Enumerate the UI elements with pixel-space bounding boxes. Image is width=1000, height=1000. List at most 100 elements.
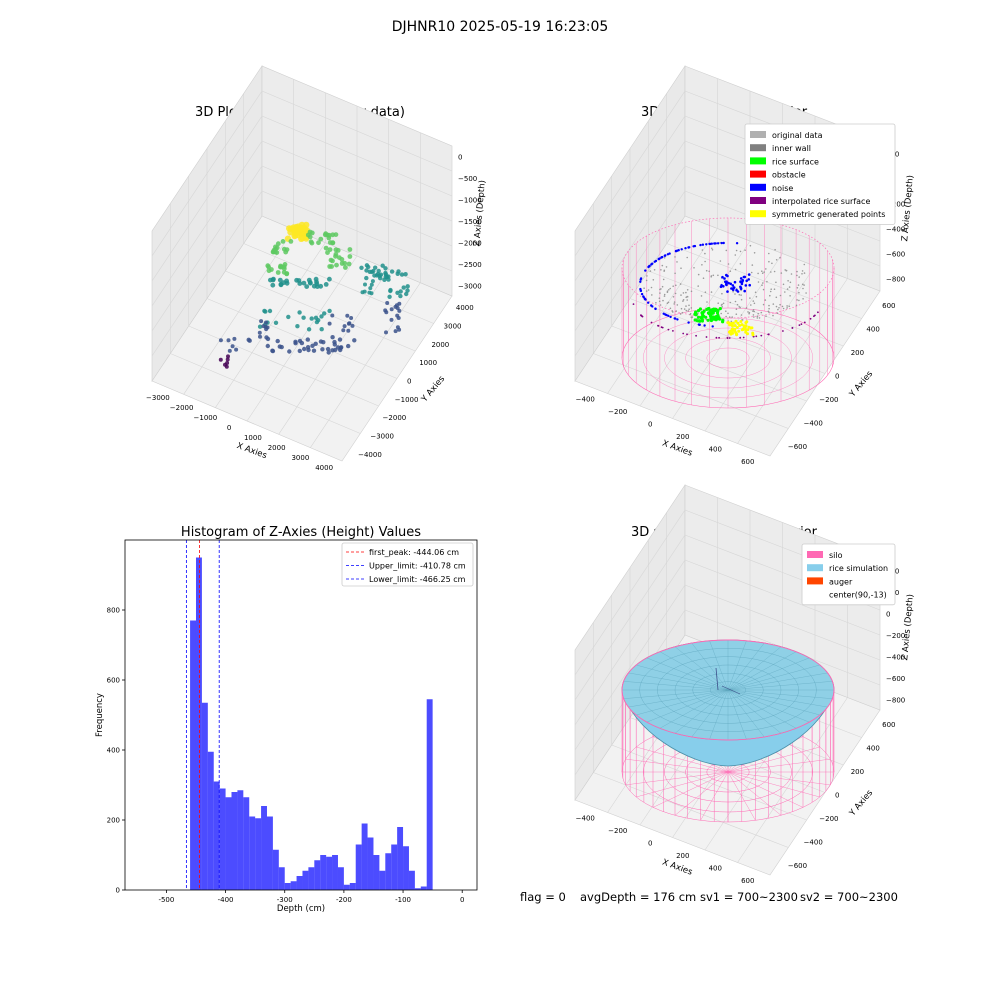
x-tick-label: 4000 — [315, 464, 333, 472]
histogram-bar — [367, 837, 374, 890]
data-point — [393, 304, 398, 309]
z-tick-label: −1000 — [458, 197, 482, 205]
data-point — [393, 329, 398, 334]
data-point — [370, 279, 375, 284]
noise-point — [640, 292, 644, 296]
data-point — [384, 330, 388, 335]
original-point — [680, 267, 682, 270]
x-tick-label: 600 — [741, 877, 754, 885]
histogram-bar — [385, 853, 392, 890]
original-point — [750, 304, 752, 306]
original-point — [801, 273, 803, 275]
original-point — [727, 263, 730, 265]
symmetric-point — [744, 321, 748, 325]
histogram-bar — [219, 788, 226, 890]
legend-label: interpolated rice surface — [772, 197, 870, 206]
noise-point — [643, 297, 647, 301]
original-point — [779, 256, 781, 259]
legend-swatch — [807, 577, 823, 585]
original-point — [693, 267, 695, 269]
rice-surface-point — [712, 317, 716, 321]
original-point — [768, 252, 770, 255]
noise-point — [727, 281, 730, 285]
symmetric-point — [727, 321, 731, 325]
histogram-bar — [349, 883, 356, 890]
noise-point — [642, 295, 645, 299]
noise-point — [747, 278, 750, 281]
data-point — [371, 268, 376, 274]
original-point — [735, 249, 738, 252]
rice-surface-point — [700, 319, 705, 323]
original-point — [803, 284, 805, 286]
original-point — [750, 271, 753, 274]
original-point — [710, 276, 712, 278]
original-point — [756, 315, 759, 318]
data-point — [364, 268, 369, 273]
data-point — [284, 247, 290, 253]
original-point — [682, 300, 684, 302]
symmetric-point — [744, 328, 748, 332]
original-point — [795, 304, 798, 307]
original-point — [666, 290, 669, 293]
interpolated-point — [660, 326, 663, 329]
data-point — [401, 285, 406, 290]
y-axis-label: Y Axies — [419, 374, 447, 405]
legend-label: rice simulation — [829, 564, 888, 573]
original-point — [761, 272, 764, 275]
original-point — [739, 250, 742, 253]
y-tick-label: 800 — [107, 607, 120, 615]
histogram-bar — [414, 888, 421, 890]
noise-point — [639, 289, 642, 292]
z-axis-label: Z Axies (Depth) — [900, 175, 916, 242]
symmetric-point — [747, 325, 751, 329]
grid-line — [243, 243, 434, 324]
x-tick-label: 400 — [709, 445, 722, 453]
legend-swatch — [807, 551, 823, 558]
original-point — [749, 244, 752, 247]
data-point — [398, 293, 403, 299]
noise-point — [654, 307, 657, 311]
legend-label: inner wall — [772, 144, 811, 153]
x-tick-label: −400 — [576, 814, 595, 822]
data-point — [305, 345, 311, 350]
original-point — [688, 308, 690, 311]
rice-surface-point — [696, 315, 701, 319]
original-point — [725, 310, 727, 313]
histogram-bar — [231, 792, 238, 890]
x-tick-label: -500 — [158, 896, 174, 904]
noise-point — [703, 324, 706, 327]
noise-point — [748, 283, 751, 287]
original-point — [790, 273, 793, 275]
noise-point — [699, 243, 702, 247]
noise-point — [736, 290, 740, 293]
original-point — [663, 295, 666, 297]
data-point — [397, 301, 402, 306]
noise-point — [745, 279, 748, 283]
original-point — [768, 304, 770, 307]
original-point — [704, 260, 706, 263]
noise-point — [711, 325, 714, 328]
original-point — [785, 269, 788, 272]
interpolated-point — [755, 335, 758, 338]
original-point — [740, 294, 742, 296]
legend-swatch — [807, 590, 823, 598]
original-point — [680, 307, 683, 310]
data-point — [323, 282, 329, 287]
original-point — [735, 313, 738, 316]
rice-surface-point — [701, 311, 705, 315]
z-axis-label: Z Axies (Depth) — [472, 180, 488, 247]
rice-surface-point — [706, 307, 710, 311]
data-point — [368, 286, 373, 291]
original-point — [705, 269, 708, 272]
histogram-bar — [373, 855, 380, 890]
original-point — [734, 254, 737, 256]
x-tick-label: −1000 — [194, 414, 218, 422]
y-tick-label: −4000 — [358, 451, 382, 459]
noise-point — [674, 317, 677, 320]
y-tick-label: −2000 — [383, 414, 407, 422]
x-tick-label: 3000 — [291, 454, 309, 462]
x-axis-label: X Axies — [661, 439, 694, 459]
interpolated-point — [718, 336, 720, 339]
z-tick-label: −2000 — [458, 239, 482, 247]
